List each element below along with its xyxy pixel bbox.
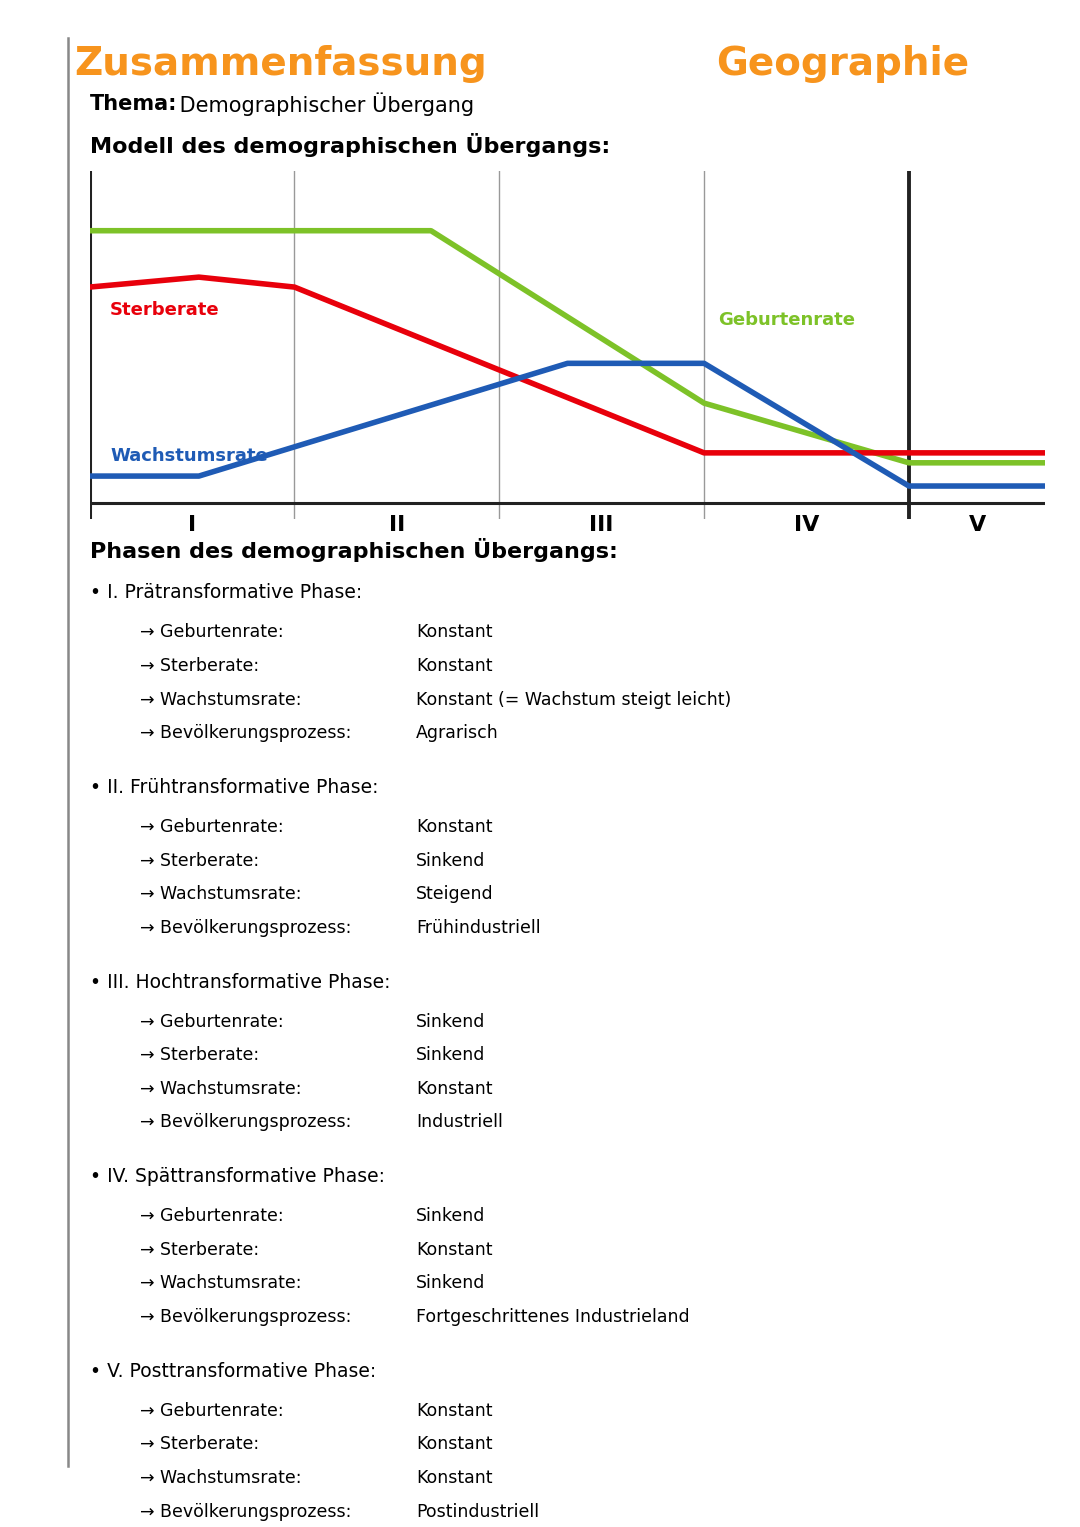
Text: Konstant: Konstant	[416, 657, 492, 675]
Text: II: II	[389, 515, 405, 534]
Text: Postindustriell: Postindustriell	[416, 1503, 539, 1521]
Text: → Sterberate:: → Sterberate:	[140, 1046, 259, 1064]
Text: Agrarisch: Agrarisch	[416, 724, 499, 742]
Text: Sinkend: Sinkend	[416, 852, 485, 869]
Text: Sinkend: Sinkend	[416, 1012, 485, 1031]
Text: Konstant: Konstant	[416, 1241, 492, 1258]
Text: III: III	[590, 515, 613, 534]
Text: I: I	[188, 515, 197, 534]
Text: Konstant: Konstant	[416, 1469, 492, 1487]
Text: Industriell: Industriell	[416, 1113, 502, 1132]
Text: Fortgeschrittenes Industrieland: Fortgeschrittenes Industrieland	[416, 1309, 689, 1325]
Text: Zusammenfassung: Zusammenfassung	[75, 46, 487, 82]
Text: → Geburtenrate:: → Geburtenrate:	[140, 1012, 284, 1031]
Text: → Bevölkerungsprozess:: → Bevölkerungsprozess:	[140, 919, 352, 936]
Text: → Bevölkerungsprozess:: → Bevölkerungsprozess:	[140, 1503, 352, 1521]
Text: Thema:: Thema:	[90, 93, 177, 115]
Text: Geographie: Geographie	[716, 46, 969, 82]
Text: Sinkend: Sinkend	[416, 1046, 485, 1064]
Text: → Geburtenrate:: → Geburtenrate:	[140, 623, 284, 641]
Text: Sterberate: Sterberate	[110, 301, 219, 319]
Text: V: V	[969, 515, 986, 534]
Text: Konstant: Konstant	[416, 1402, 492, 1420]
Text: IV: IV	[794, 515, 819, 534]
Text: Konstant: Konstant	[416, 1435, 492, 1454]
Text: Phasen des demographischen Übergangs:: Phasen des demographischen Übergangs:	[90, 538, 618, 562]
Text: → Bevölkerungsprozess:: → Bevölkerungsprozess:	[140, 1113, 352, 1132]
Text: Modell des demographischen Übergangs:: Modell des demographischen Übergangs:	[90, 133, 610, 157]
Text: → Wachstumsrate:: → Wachstumsrate:	[140, 690, 302, 709]
Text: → Wachstumsrate:: → Wachstumsrate:	[140, 1080, 302, 1098]
Text: → Sterberate:: → Sterberate:	[140, 1241, 259, 1258]
Text: → Geburtenrate:: → Geburtenrate:	[140, 1402, 284, 1420]
Text: → Bevölkerungsprozess:: → Bevölkerungsprozess:	[140, 724, 352, 742]
Text: Konstant (= Wachstum steigt leicht): Konstant (= Wachstum steigt leicht)	[416, 690, 731, 709]
Text: → Geburtenrate:: → Geburtenrate:	[140, 1208, 284, 1225]
Text: → Wachstumsrate:: → Wachstumsrate:	[140, 1469, 302, 1487]
Text: • IV. Spättransformative Phase:: • IV. Spättransformative Phase:	[90, 1167, 384, 1186]
Text: → Sterberate:: → Sterberate:	[140, 1435, 259, 1454]
Text: Konstant: Konstant	[416, 623, 492, 641]
Text: → Bevölkerungsprozess:: → Bevölkerungsprozess:	[140, 1309, 352, 1325]
Text: • III. Hochtransformative Phase:: • III. Hochtransformative Phase:	[90, 973, 390, 991]
Text: Sinkend: Sinkend	[416, 1208, 485, 1225]
Text: Demographischer Übergang: Demographischer Übergang	[173, 92, 474, 116]
Text: • I. Prätransformative Phase:: • I. Prätransformative Phase:	[90, 583, 362, 602]
Text: • II. Frühtransformative Phase:: • II. Frühtransformative Phase:	[90, 777, 378, 797]
Text: Geburtenrate: Geburtenrate	[718, 312, 854, 330]
Text: Konstant: Konstant	[416, 1080, 492, 1098]
Text: Konstant: Konstant	[416, 818, 492, 835]
Text: Steigend: Steigend	[416, 886, 494, 902]
Text: → Wachstumsrate:: → Wachstumsrate:	[140, 1275, 302, 1292]
Text: → Geburtenrate:: → Geburtenrate:	[140, 818, 284, 835]
Text: → Sterberate:: → Sterberate:	[140, 852, 259, 869]
Text: → Sterberate:: → Sterberate:	[140, 657, 259, 675]
Text: Sinkend: Sinkend	[416, 1275, 485, 1292]
Text: Wachstumsrate: Wachstumsrate	[110, 447, 268, 466]
Text: Frühindustriell: Frühindustriell	[416, 919, 540, 936]
Text: • V. Posttransformative Phase:: • V. Posttransformative Phase:	[90, 1362, 376, 1380]
Text: → Wachstumsrate:: → Wachstumsrate:	[140, 886, 302, 902]
